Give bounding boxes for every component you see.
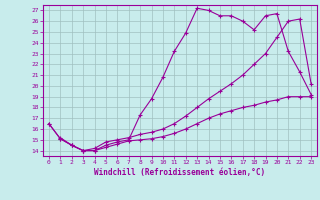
X-axis label: Windchill (Refroidissement éolien,°C): Windchill (Refroidissement éolien,°C) — [94, 168, 266, 177]
